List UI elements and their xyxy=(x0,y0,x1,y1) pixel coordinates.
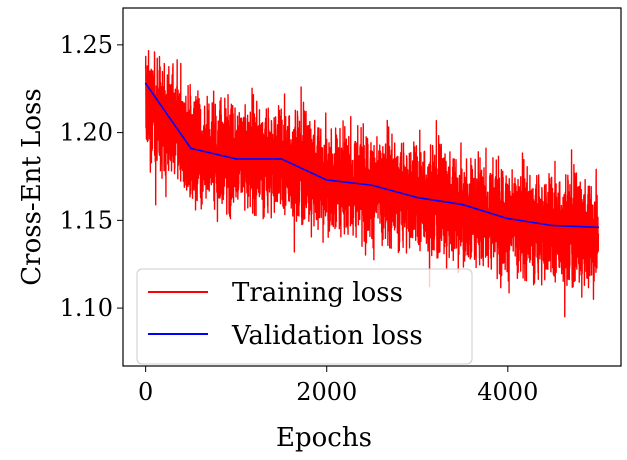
validation-loss-point xyxy=(325,179,328,181)
x-tick-label: 2000 xyxy=(296,378,357,406)
x-tick-label: 0 xyxy=(138,378,153,406)
x-axis: 0 2000 4000 xyxy=(138,366,538,406)
validation-loss-point xyxy=(597,226,600,229)
y-axis: 1.10 1.15 1.20 1.25 xyxy=(60,31,123,322)
validation-loss-point xyxy=(416,196,419,199)
series-layer xyxy=(144,50,600,318)
validation-loss-point xyxy=(190,147,192,150)
validation-loss-point xyxy=(552,224,554,227)
validation-loss-point xyxy=(461,203,464,206)
legend: Training loss Validation loss xyxy=(136,268,473,365)
plot-frame xyxy=(122,7,622,367)
x-tick-label: 4000 xyxy=(477,378,538,406)
x-axis-label: Epochs xyxy=(276,423,372,453)
y-axis-label: Cross-Ent Loss xyxy=(17,88,47,286)
legend-label-validation-loss: Validation loss xyxy=(231,321,423,351)
validation-loss-point xyxy=(280,158,283,160)
validation-loss-point xyxy=(235,158,237,160)
y-tick-label: 1.25 xyxy=(60,31,113,59)
validation-loss-point xyxy=(144,82,147,85)
legend-box xyxy=(136,268,473,365)
training-loss-line xyxy=(144,50,600,318)
legend-label-training-loss: Training loss xyxy=(232,278,403,308)
y-tick-label: 1.10 xyxy=(60,294,113,322)
validation-loss-point xyxy=(371,184,373,187)
y-tick-label: 1.20 xyxy=(60,119,113,147)
validation-loss-point xyxy=(507,217,509,220)
y-tick-label: 1.15 xyxy=(60,206,113,234)
